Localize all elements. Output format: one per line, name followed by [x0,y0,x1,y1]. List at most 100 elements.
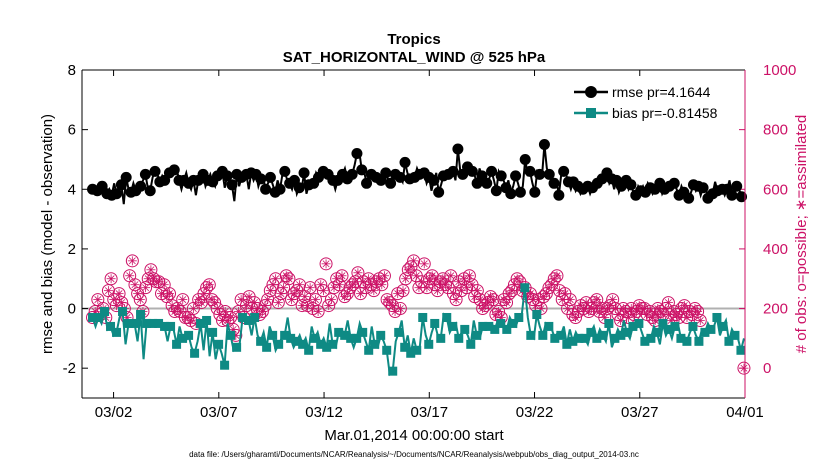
bias-point [262,342,272,352]
obs-marker [303,281,317,295]
bias-point [124,318,134,328]
bias-point [292,336,302,346]
bias-point [520,283,530,293]
obs-marker [277,281,291,295]
bias-point [148,318,158,328]
rmse-point [736,191,748,203]
rmse-point [683,192,695,204]
bias-point [496,318,506,328]
obs-marker [420,281,434,295]
bias-point [700,327,710,337]
rmse-point [529,186,541,198]
footnote: data file: /Users/gharamti/Documents/NCA… [189,450,639,459]
x-tick-label: 03/12 [305,404,343,421]
obs-marker [162,287,176,301]
rmse-point [111,188,123,200]
bias-point [274,339,284,349]
rmse-point [144,185,156,197]
y-axis-label-left: rmse and bias (model - observation) [39,114,56,354]
bias-point [502,324,512,334]
bias-point [724,336,734,346]
y-tick-label-left: 4 [68,181,76,198]
obs-marker [737,361,751,375]
bias-point [184,330,194,340]
bias-point [130,318,140,328]
bias-point [448,321,458,331]
obs-marker [396,284,410,298]
bias-point [658,318,668,328]
obs-marker [486,293,500,307]
bias-point [436,333,446,343]
obs-marker [367,284,381,298]
bias-point [670,321,680,331]
rmse-point [226,179,238,191]
bias-point [382,345,392,355]
bias-point [736,345,746,355]
bias-point [88,312,98,322]
legend-bias-label: bias pr=-0.81458 [612,105,718,121]
rmse-point [264,171,276,183]
obs-marker [500,296,514,310]
bias-point [160,321,170,331]
bias-point [178,333,188,343]
bias-point [310,333,320,343]
obs-marker [133,293,147,307]
obs-marker [462,269,476,283]
bias-point [718,321,728,331]
bias-point [226,330,236,340]
bias-point [322,342,332,352]
rmse-point [466,165,478,177]
rmse-point [399,156,411,168]
bias-point [484,321,494,331]
bias-point [646,333,656,343]
x-tick-label: 03/02 [95,404,133,421]
legend-rmse-marker [585,86,597,98]
obs-marker [417,257,431,271]
obs-marker [691,305,705,319]
legend-bias-marker [586,108,596,118]
rmse-point [524,165,536,177]
bias-point [472,330,482,340]
bias-point [346,333,356,343]
obs-marker [202,278,216,292]
bias-point [688,321,698,331]
bias-point [334,327,344,337]
rmse-point [293,182,305,194]
rmse-point [380,167,392,179]
bias-point [598,330,608,340]
bias-point [604,318,614,328]
rmse-point [510,170,522,182]
bias-point [328,339,338,349]
bias-point [394,327,404,337]
bias-point [652,327,662,337]
bias-point [286,333,296,343]
obs-marker [144,263,158,277]
rmse-point [543,168,555,180]
rmse-point [558,165,570,177]
rmse-point [625,179,637,191]
rmse-point [447,165,459,177]
bias-point [220,360,230,370]
bias-point [166,321,176,331]
obs-marker [399,272,413,286]
bias-point [592,333,602,343]
rmse-point [553,189,565,201]
rmse-point [514,186,526,198]
obs-marker [104,272,118,286]
rmse-point [495,170,507,182]
bias-point [196,318,206,328]
bias-point [562,339,572,349]
bias-point [574,333,584,343]
rmse-point [260,183,272,195]
obs-marker [693,313,707,327]
bias-point [580,333,590,343]
bias-point [136,310,146,320]
rmse-point [135,180,147,192]
obs-marker [271,296,285,310]
bias-point [694,336,704,346]
rmse-point [481,177,493,189]
bias-point [706,324,716,334]
bias-point [358,327,368,337]
y-tick-label-right: 400 [763,241,788,258]
bias-point [628,321,638,331]
